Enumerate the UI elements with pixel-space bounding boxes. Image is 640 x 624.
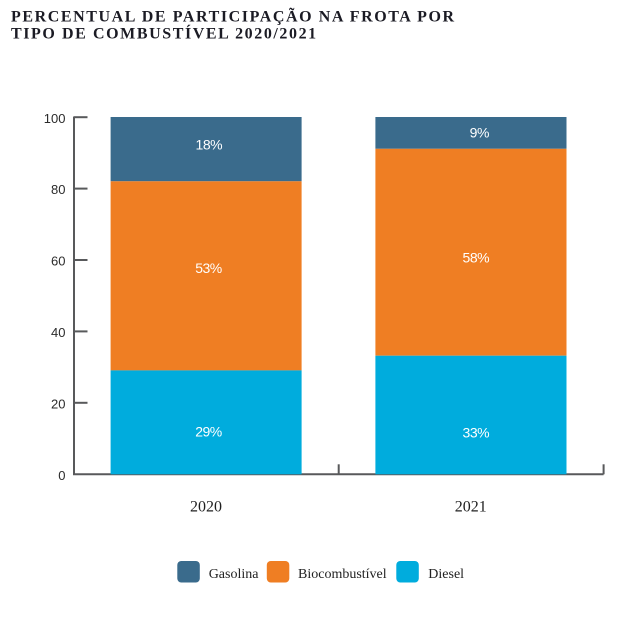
svg-text:60: 60 — [51, 254, 65, 269]
svg-text:2020: 2020 — [190, 498, 222, 515]
svg-text:33%: 33% — [463, 425, 490, 441]
svg-text:29%: 29% — [195, 424, 222, 440]
svg-text:2021: 2021 — [455, 498, 487, 515]
svg-text:0: 0 — [58, 468, 65, 483]
svg-text:Biocombustível: Biocombustível — [298, 567, 387, 582]
svg-text:53%: 53% — [195, 260, 222, 276]
svg-text:80: 80 — [51, 182, 65, 197]
svg-text:Diesel: Diesel — [428, 567, 464, 582]
svg-text:40: 40 — [51, 325, 65, 340]
svg-text:58%: 58% — [463, 250, 490, 266]
svg-text:TIPO DE COMBUSTÍVEL 2020/2021: TIPO DE COMBUSTÍVEL 2020/2021 — [11, 24, 318, 43]
svg-text:PERCENTUAL DE PARTICIPAÇÃO NA: PERCENTUAL DE PARTICIPAÇÃO NA FROTA POR — [11, 7, 456, 26]
svg-text:20: 20 — [51, 396, 65, 411]
svg-text:100: 100 — [44, 111, 66, 126]
svg-text:Gasolina: Gasolina — [209, 567, 260, 582]
svg-text:9%: 9% — [470, 125, 489, 141]
svg-text:18%: 18% — [196, 137, 223, 153]
